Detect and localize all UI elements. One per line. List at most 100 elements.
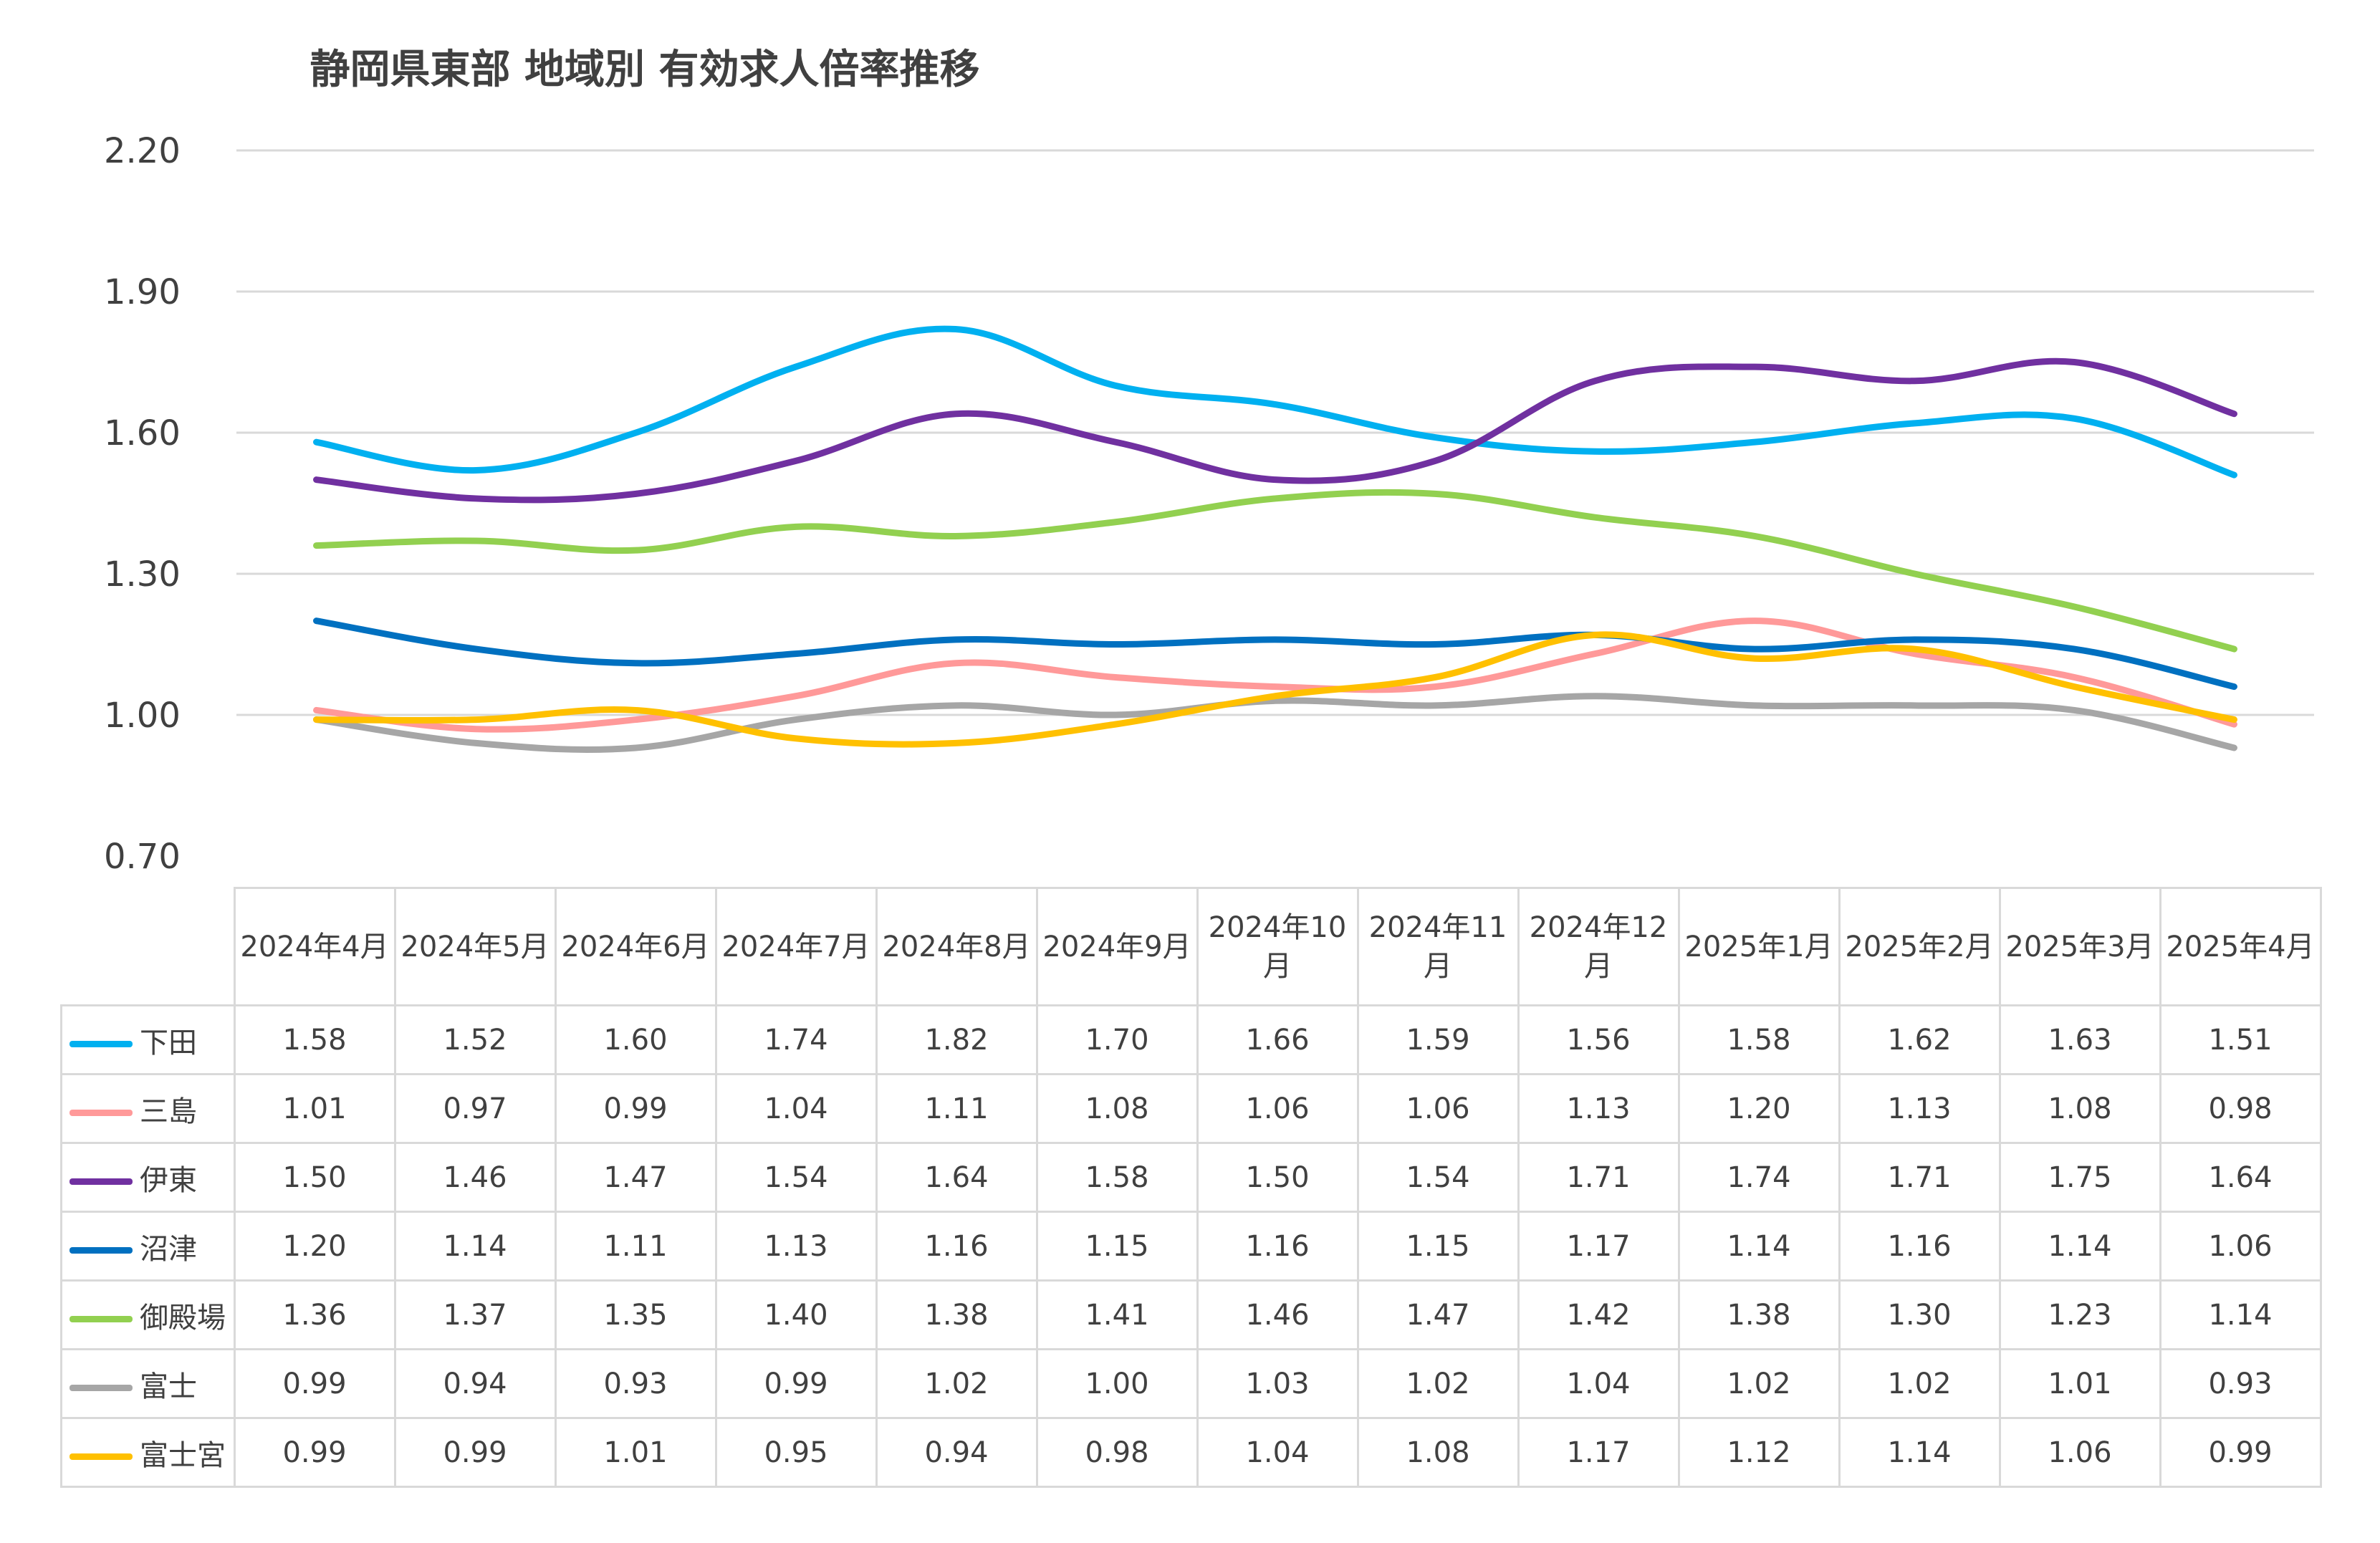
data-value-cell: 1.74 bbox=[1677, 1142, 1841, 1213]
data-value-cell: 1.14 bbox=[1838, 1417, 2001, 1488]
category-header: 2024年7月 bbox=[714, 887, 878, 1006]
data-table: 2024年4月 2024年5月 2024年6月 2024年7月 2024年8月 2024年… bbox=[60, 887, 2322, 1488]
category-header: 2024年10月 bbox=[1196, 887, 1359, 1006]
data-value-cell: 1.06 bbox=[1196, 1073, 1359, 1144]
table-body: 下田 1.58 1.52 1.60 1.74 1.82 1.70 1.66 1.59 1.56 1.… bbox=[60, 1004, 2322, 1488]
data-value-cell: 1.46 bbox=[1196, 1279, 1359, 1350]
data-value-cell: 1.15 bbox=[1035, 1211, 1199, 1282]
data-value-cell: 1.02 bbox=[1677, 1348, 1841, 1419]
data-value-cell: 1.16 bbox=[1196, 1211, 1359, 1282]
data-value-cell: 1.04 bbox=[1517, 1348, 1680, 1419]
data-value-cell: 1.71 bbox=[1838, 1142, 2001, 1213]
data-value-cell: 1.04 bbox=[714, 1073, 878, 1144]
data-value-cell: 1.23 bbox=[1998, 1279, 2161, 1350]
data-value-cell: 1.13 bbox=[714, 1211, 878, 1282]
data-value-cell: 1.30 bbox=[1838, 1279, 2001, 1350]
data-value-cell: 1.41 bbox=[1035, 1279, 1199, 1350]
category-header: 2024年6月 bbox=[554, 887, 717, 1006]
data-value-cell: 1.14 bbox=[1677, 1211, 1841, 1282]
category-header: 2024年8月 bbox=[875, 887, 1038, 1006]
series-legend: 伊東 bbox=[60, 1142, 236, 1213]
y-tick-label: 0.70 bbox=[104, 837, 181, 877]
y-tick-label: 1.30 bbox=[104, 554, 181, 595]
data-value-cell: 1.20 bbox=[1677, 1073, 1841, 1144]
data-value-cell: 1.08 bbox=[1356, 1417, 1520, 1488]
data-value-cell: 1.58 bbox=[1677, 1004, 1841, 1075]
data-value-cell: 1.02 bbox=[1356, 1348, 1520, 1419]
data-value-cell: 0.99 bbox=[554, 1073, 717, 1144]
series-line-4 bbox=[313, 489, 2237, 653]
series-legend: 三島 bbox=[60, 1073, 236, 1144]
category-header: 2025年4月 bbox=[2159, 887, 2322, 1006]
series-legend: 御殿場 bbox=[60, 1279, 236, 1350]
data-value-cell: 1.51 bbox=[2159, 1004, 2322, 1075]
data-value-cell: 1.75 bbox=[1998, 1142, 2161, 1213]
legend-swatch bbox=[69, 1110, 133, 1116]
data-value-cell: 1.20 bbox=[233, 1211, 396, 1282]
data-value-cell: 0.98 bbox=[1035, 1417, 1199, 1488]
data-value-cell: 1.60 bbox=[554, 1004, 717, 1075]
legend-swatch bbox=[69, 1247, 133, 1254]
data-value-cell: 1.16 bbox=[875, 1211, 1038, 1282]
legend-swatch bbox=[69, 1178, 133, 1185]
data-value-cell: 1.40 bbox=[714, 1279, 878, 1350]
table-header-row: 2024年4月 2024年5月 2024年6月 2024年7月 2024年8月 2024年… bbox=[61, 887, 2322, 1006]
data-value-cell: 1.35 bbox=[554, 1279, 717, 1350]
data-value-cell: 1.62 bbox=[1838, 1004, 2001, 1075]
series-name: 沼津 bbox=[140, 1232, 197, 1266]
y-tick-label: 2.20 bbox=[104, 131, 181, 171]
y-tick-label: 1.60 bbox=[104, 413, 181, 453]
data-value-cell: 1.42 bbox=[1517, 1279, 1680, 1350]
series-line-6 bbox=[313, 631, 2237, 748]
series-name: 御殿場 bbox=[140, 1301, 226, 1335]
category-header: 2024年9月 bbox=[1035, 887, 1199, 1006]
series-name: 伊東 bbox=[140, 1163, 197, 1197]
gridlines bbox=[236, 149, 2314, 716]
series-line-3 bbox=[313, 617, 2237, 691]
legend-swatch bbox=[69, 1453, 133, 1460]
y-tick-label: 1.90 bbox=[104, 272, 181, 312]
data-value-cell: 1.11 bbox=[875, 1073, 1038, 1144]
category-header: 2024年11月 bbox=[1356, 887, 1520, 1006]
data-value-cell: 0.99 bbox=[393, 1417, 557, 1488]
data-value-cell: 1.01 bbox=[233, 1073, 396, 1144]
data-value-cell: 1.38 bbox=[1677, 1279, 1841, 1350]
series-name: 富士 bbox=[140, 1370, 197, 1403]
data-value-cell: 1.08 bbox=[1035, 1073, 1199, 1144]
series-line-5 bbox=[313, 693, 2237, 753]
data-value-cell: 1.66 bbox=[1196, 1004, 1359, 1075]
data-value-cell: 1.06 bbox=[2159, 1211, 2322, 1282]
data-value-cell: 0.94 bbox=[393, 1348, 557, 1419]
data-value-cell: 1.47 bbox=[554, 1142, 717, 1213]
data-value-cell: 0.98 bbox=[2159, 1073, 2322, 1144]
category-header: 2025年3月 bbox=[1998, 887, 2161, 1006]
category-header: 2024年12月 bbox=[1517, 887, 1680, 1006]
data-value-cell: 1.63 bbox=[1998, 1004, 2161, 1075]
data-value-cell: 1.54 bbox=[1356, 1142, 1520, 1213]
legend-swatch bbox=[69, 1041, 133, 1047]
data-value-cell: 1.02 bbox=[1838, 1348, 2001, 1419]
data-value-cell: 1.59 bbox=[1356, 1004, 1520, 1075]
data-value-cell: 1.13 bbox=[1838, 1073, 2001, 1144]
series-name: 富士宮 bbox=[140, 1438, 226, 1472]
series-lines bbox=[313, 325, 2237, 753]
data-value-cell: 1.08 bbox=[1998, 1073, 2161, 1144]
data-value-cell: 0.99 bbox=[233, 1348, 396, 1419]
data-value-cell: 1.46 bbox=[393, 1142, 557, 1213]
data-value-cell: 0.93 bbox=[554, 1348, 717, 1419]
data-value-cell: 1.16 bbox=[1838, 1211, 2001, 1282]
table-row: 富士宮 0.99 0.99 1.01 0.95 0.94 0.98 1.04 1.08 1.17 1… bbox=[60, 1417, 2322, 1488]
series-line-1 bbox=[313, 617, 2237, 733]
data-value-cell: 1.14 bbox=[1998, 1211, 2161, 1282]
data-value-cell: 0.95 bbox=[714, 1417, 878, 1488]
data-value-cell: 1.58 bbox=[1035, 1142, 1199, 1213]
data-value-cell: 1.37 bbox=[393, 1279, 557, 1350]
series-name: 下田 bbox=[140, 1026, 197, 1059]
data-value-cell: 1.00 bbox=[1035, 1348, 1199, 1419]
y-axis-ticks: 0.70 1.00 1.30 1.60 1.90 2.20 bbox=[104, 131, 181, 877]
data-value-cell: 1.03 bbox=[1196, 1348, 1359, 1419]
data-value-cell: 1.01 bbox=[1998, 1348, 2161, 1419]
data-value-cell: 1.11 bbox=[554, 1211, 717, 1282]
data-value-cell: 1.74 bbox=[714, 1004, 878, 1075]
series-name: 三島 bbox=[140, 1095, 197, 1128]
